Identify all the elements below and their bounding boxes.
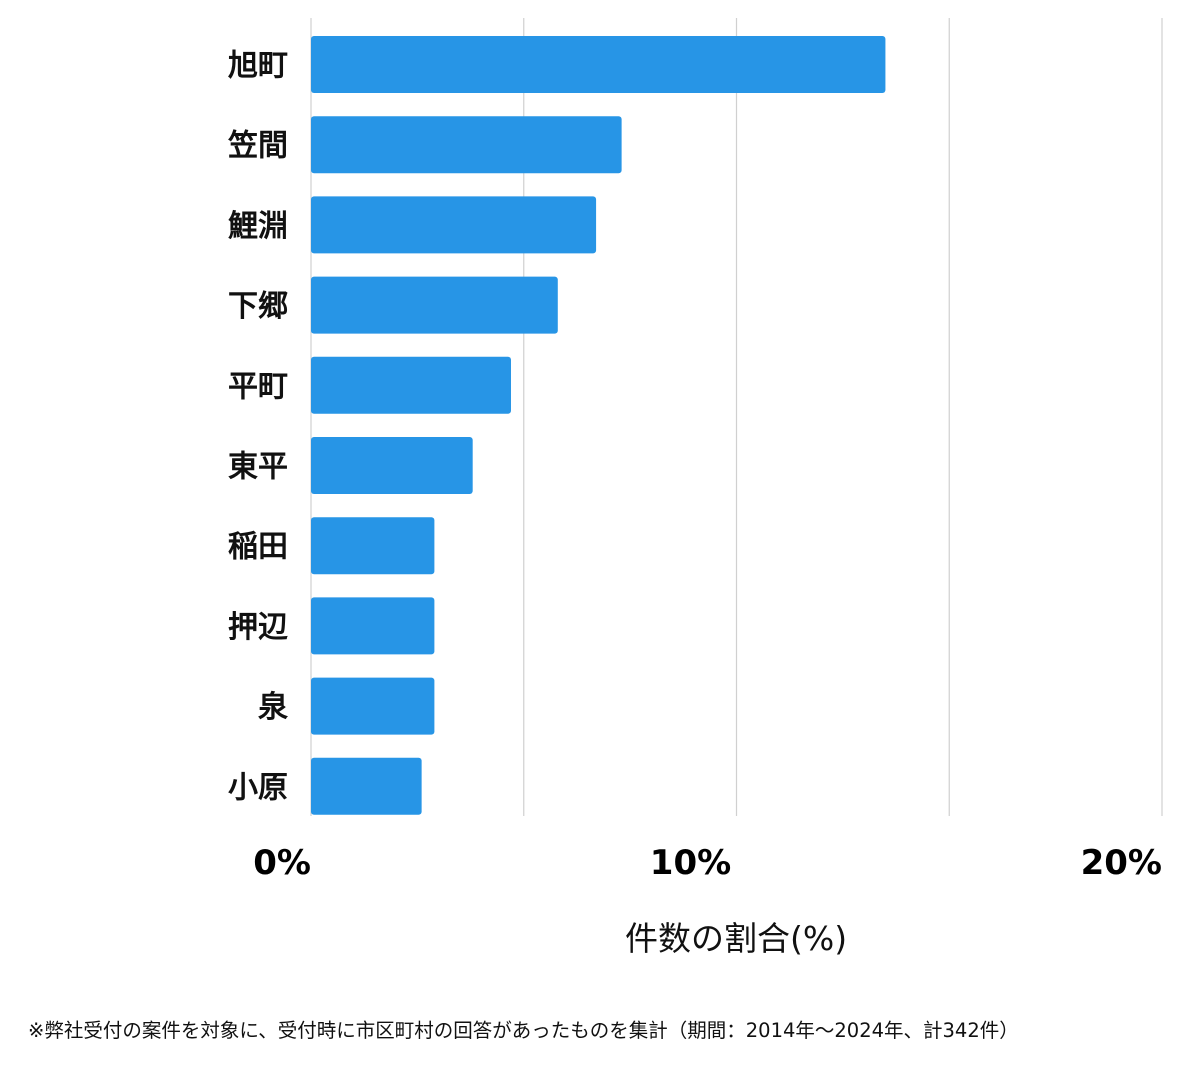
bar <box>311 677 435 735</box>
category-label: 下郷 <box>228 289 288 324</box>
x-tick-label: 0% <box>253 843 311 883</box>
x-tick-labels: 0% 10% 20% <box>253 843 1162 883</box>
bar <box>311 517 435 575</box>
bar <box>311 116 622 174</box>
category-label: 笠間 <box>228 129 288 164</box>
bar <box>311 36 886 93</box>
category-label: 押辺 <box>228 610 288 645</box>
bar <box>311 276 558 334</box>
x-tick-label: 20% <box>1081 843 1162 883</box>
x-tick-label: 10% <box>650 843 731 883</box>
category-label: 平町 <box>228 369 288 404</box>
footnote: ※弊社受付の案件を対象に、受付時に市区町村の回答があったものを集計（期間：201… <box>28 1019 1019 1042</box>
category-label: 稲田 <box>228 530 288 565</box>
x-axis-title: 件数の割合(%) <box>625 919 848 958</box>
category-label: 旭町 <box>228 49 288 84</box>
category-label: 泉 <box>258 690 288 725</box>
category-label: 小原 <box>228 770 288 805</box>
bar <box>311 597 435 655</box>
bar <box>311 757 422 815</box>
category-label: 東平 <box>228 450 288 485</box>
bar <box>311 356 511 414</box>
bar <box>311 437 473 494</box>
bars <box>311 36 886 815</box>
category-label: 鯉淵 <box>228 209 288 244</box>
bar <box>311 196 597 254</box>
